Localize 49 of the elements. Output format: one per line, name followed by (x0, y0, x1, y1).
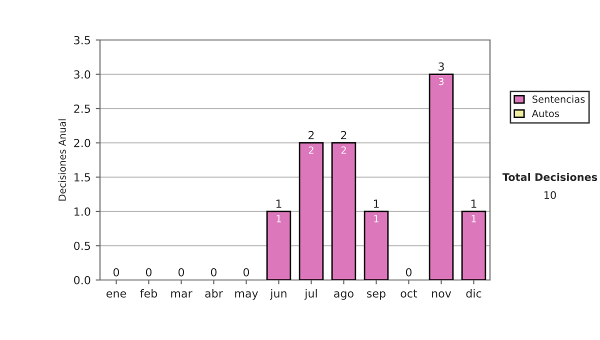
x-tick-label: may (235, 291, 258, 300)
x-tick-label: ago (334, 291, 354, 300)
bar (298, 142, 324, 280)
total-label: 0 (146, 268, 152, 276)
data-label: 2 (308, 146, 314, 154)
y-tick-label: 1.0 (74, 207, 90, 216)
total-label: 3 (438, 62, 444, 71)
bar (364, 210, 389, 280)
legend-label: Autos (532, 110, 560, 118)
x-tick-label: jun (270, 289, 286, 300)
y-tick-label: 3.0 (74, 70, 90, 79)
total-label: 1 (276, 200, 282, 208)
total-label: 0 (178, 268, 184, 276)
x-tick-label: feb (140, 289, 158, 298)
total-label: 1 (471, 200, 476, 208)
legend-label: Sentencias (532, 95, 585, 103)
data-label: 1 (472, 215, 476, 222)
data-label: 1 (276, 215, 281, 222)
total-label: 0 (406, 268, 412, 276)
bar (461, 210, 486, 280)
x-tick-label: sep (367, 291, 386, 300)
total-label: 0 (113, 268, 120, 276)
y-tick-label: 0.0 (74, 276, 90, 284)
y-tick-label: 0.5 (74, 242, 90, 250)
x-tick-label: jul (304, 289, 317, 300)
x-tick-label: nov (432, 291, 452, 298)
x-tick-label: oct (400, 290, 418, 298)
y-tick-label: 2.5 (74, 104, 90, 113)
y-axis-title: Decisiones Anual (58, 119, 66, 201)
data-label: 1 (374, 215, 378, 222)
text: 10 (544, 191, 556, 200)
bar (266, 210, 292, 280)
x-tick-label: mar (171, 291, 192, 298)
y-tick-label: 2.0 (74, 138, 90, 148)
total-label: 1 (374, 200, 379, 208)
total-label: 0 (210, 268, 217, 276)
total-label: 2 (308, 130, 314, 140)
bar (331, 142, 356, 280)
y-tick-label: 1.5 (74, 173, 90, 182)
y-tick-label: 3.5 (74, 36, 90, 44)
x-tick-label: abr (205, 289, 223, 298)
data-label: 3 (438, 78, 444, 86)
total-label: 0 (243, 268, 250, 276)
data-label: 2 (341, 146, 346, 154)
x-tick-label: ene (106, 291, 126, 298)
x-tick-label: dic (466, 289, 482, 298)
total-label: 2 (341, 130, 346, 140)
text: Total Decisiones (502, 172, 598, 182)
bar (428, 74, 454, 280)
